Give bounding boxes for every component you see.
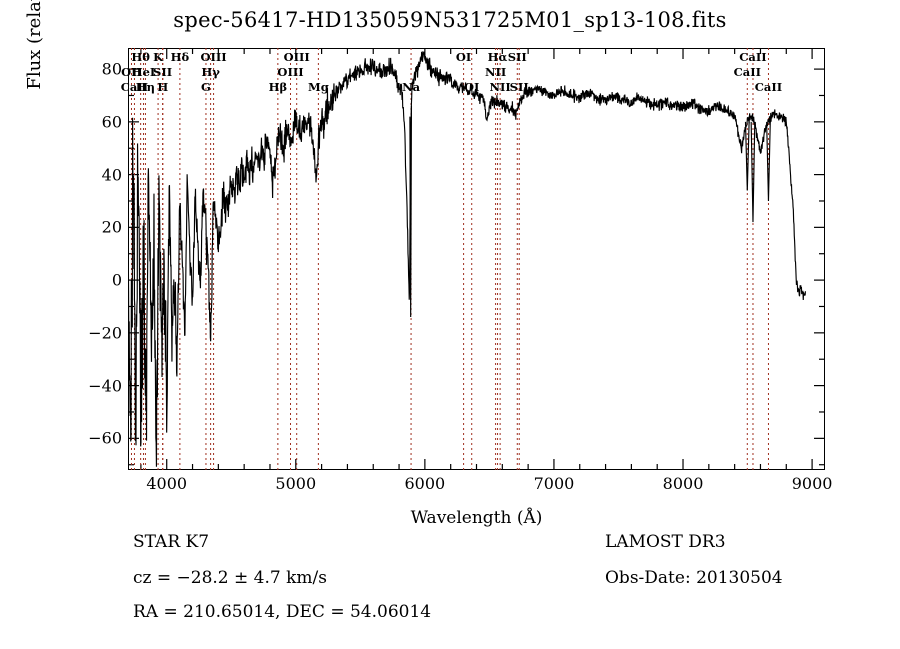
spectral-line-label: Hη — [135, 80, 156, 94]
y-tick-label: −60 — [88, 428, 122, 448]
spectral-line-label: HeI — [131, 65, 156, 79]
x-tick-label: 4000 — [146, 474, 188, 493]
spectral-line-label: NII — [489, 80, 511, 94]
spectral-line-labels: OII CaII Hθ HeI Hη K SII H Hδ Hγ G OIII Hβ OIII OIII Mg… — [121, 48, 825, 108]
spectral-line-label: OI — [464, 80, 480, 94]
spectral-line-label: CaII — [754, 80, 783, 94]
spectral-line-label: CaII — [739, 50, 767, 64]
spectral-line-label: Na — [402, 80, 421, 94]
spectral-line-label: K — [153, 50, 164, 64]
x-tick-label: 9000 — [791, 474, 833, 493]
x-tick-label: 6000 — [404, 474, 446, 493]
spectral-line-label: Hγ — [201, 65, 220, 79]
x-axis-ticks: 4000 5000 6000 7000 8000 9000 — [128, 474, 832, 504]
object-type: STAR K7 — [133, 532, 210, 552]
spectral-line-label: Hα — [487, 50, 508, 64]
y-tick-label: 60 — [101, 112, 122, 132]
figure-title: spec-56417-HD135059N531725M01_sp13-108.f… — [173, 8, 727, 32]
radial-velocity: cz = −28.2 ± 4.7 km/s — [133, 568, 327, 588]
y-tick-label: 80 — [101, 59, 122, 79]
spectral-line-label: CaII — [120, 80, 149, 94]
spectrum-plot — [128, 48, 825, 470]
coordinates: RA = 210.65014, DEC = 54.06014 — [133, 602, 432, 622]
spectral-line-label: G — [201, 80, 211, 94]
x-tick-label: 8000 — [662, 474, 704, 493]
x-axis-label: Wavelength (Å) — [410, 508, 543, 528]
spectral-line-label: Hδ — [170, 50, 190, 64]
y-tick-label: 20 — [101, 217, 122, 237]
spectral-line-label: OIII — [277, 65, 304, 79]
spectral-line-label: SII — [153, 65, 173, 79]
spectral-line-label: H — [157, 80, 169, 94]
y-tick-label: −40 — [88, 376, 122, 396]
spectral-line-label: Hβ — [268, 80, 288, 94]
x-tick-label: 7000 — [533, 474, 575, 493]
spectral-line-label: Hθ — [131, 50, 150, 64]
spectral-line-label: CaII — [733, 65, 761, 79]
spectral-line-label: OI — [455, 50, 472, 64]
y-axis-ticks: −60 −40 −20 0 20 40 60 80 — [72, 48, 122, 470]
observation-date: Obs-Date: 20130504 — [605, 568, 783, 588]
y-tick-label: 0 — [111, 270, 122, 290]
spectral-line-label: OIII — [283, 50, 310, 64]
spectral-line-label: NII — [484, 65, 507, 79]
y-tick-label: −20 — [88, 323, 122, 343]
x-tick-label: 5000 — [275, 474, 317, 493]
spectral-line-label: OII — [121, 65, 142, 79]
y-tick-label: 40 — [101, 165, 122, 185]
y-axis-label: Flux (relative) — [24, 0, 45, 90]
spectral-line-label: Mg — [307, 80, 329, 94]
figure-footer: STAR K7 cz = −28.2 ± 4.7 km/s RA = 210.6… — [0, 532, 900, 642]
spectral-line-label: SII — [509, 80, 529, 94]
spectral-line-label: OIII — [200, 50, 227, 64]
survey-name: LAMOST DR3 — [605, 532, 726, 552]
spectral-line-label: SII — [507, 50, 527, 64]
